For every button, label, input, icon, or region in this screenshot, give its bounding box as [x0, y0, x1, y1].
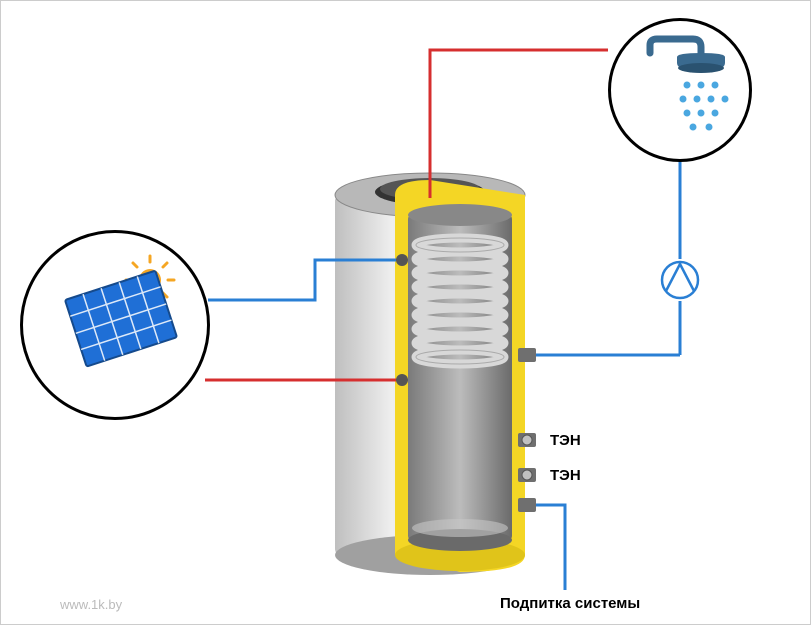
shower-node — [608, 18, 752, 162]
watermark-text: www.1k.by — [60, 597, 122, 612]
solar-panel-icon — [35, 245, 195, 405]
feed-label: Подпитка системы — [500, 595, 640, 612]
heater-element-label-1: ТЭН — [550, 432, 581, 449]
solar-collector-node — [20, 230, 210, 420]
shower-icon — [625, 35, 735, 145]
heater-element-label-2: ТЭН — [550, 467, 581, 484]
circulation-pump-icon — [659, 259, 701, 301]
